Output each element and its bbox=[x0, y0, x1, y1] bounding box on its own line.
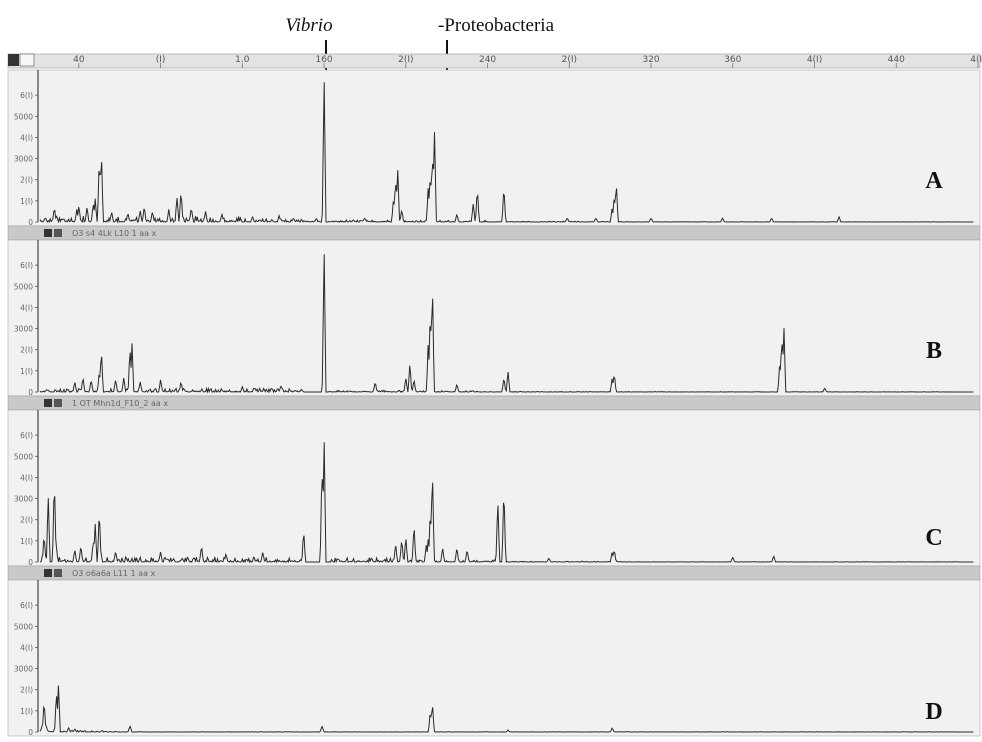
ruler-tick-label: 4(I) bbox=[970, 55, 982, 65]
y-tick-label: 5000 bbox=[14, 112, 33, 121]
panel-label-c: C bbox=[925, 525, 942, 551]
trace-line bbox=[39, 685, 974, 733]
separator-button[interactable] bbox=[44, 229, 52, 237]
separator-button[interactable] bbox=[44, 399, 52, 407]
separator-label: O3 o6a6a L11 1 aa x bbox=[72, 569, 156, 578]
ruler-bar: 40 (I) 1.0 160 2(I) 240 2(I) 320 360 4(I) 440 4(I) bbox=[7, 53, 982, 69]
separator-button[interactable] bbox=[54, 229, 62, 237]
y-tick-label: 1(I) bbox=[20, 367, 33, 376]
panel-separator: 1 OT Mhn1d_F10_2 aa x bbox=[7, 395, 981, 411]
y-tick-label: 4(I) bbox=[20, 133, 33, 142]
panel-d: 6(I) 5000 4(I) 3000 2(I) 1(I) 0 bbox=[7, 579, 981, 737]
y-tick-label: 3000 bbox=[14, 325, 33, 334]
annotation-group: Vibrio -Proteobacteria bbox=[285, 15, 555, 100]
y-tick-label: 1(I) bbox=[20, 707, 33, 716]
y-tick-label: 4(I) bbox=[20, 473, 33, 482]
panel-background bbox=[7, 409, 981, 567]
separator-label: O3 s4 4Lk L10 1 aa x bbox=[72, 229, 157, 238]
ruler-tick-label: 320 bbox=[642, 55, 659, 65]
y-tick-label: 5000 bbox=[14, 622, 33, 631]
y-tick-label: 3000 bbox=[14, 495, 33, 504]
ruler-tick-label: 1.0 bbox=[235, 55, 250, 65]
ruler-tick-label: 360 bbox=[724, 55, 741, 65]
panel-background bbox=[7, 579, 981, 737]
y-tick-label: 2(I) bbox=[20, 516, 33, 525]
y-tick-label: 4(I) bbox=[20, 303, 33, 312]
ruler-tick-label: 440 bbox=[888, 55, 905, 65]
trace-line bbox=[39, 254, 974, 394]
y-tick-label: 6(I) bbox=[20, 91, 33, 100]
ruler-tick-label: 2(I) bbox=[562, 55, 577, 65]
y-tick-label: 4(I) bbox=[20, 643, 33, 652]
panel-separator: O3 s4 4Lk L10 1 aa x bbox=[7, 225, 981, 241]
ruler-tick-label: 4(I) bbox=[807, 55, 822, 65]
panel-label-b: B bbox=[926, 338, 942, 364]
ruler-select-button[interactable] bbox=[19, 53, 35, 67]
y-tick-label: 6(I) bbox=[20, 601, 33, 610]
y-tick-label: 2(I) bbox=[20, 346, 33, 355]
y-tick-label: 3000 bbox=[14, 155, 33, 164]
panel-background bbox=[7, 69, 981, 227]
panel-separator: O3 o6a6a L11 1 aa x bbox=[7, 565, 981, 581]
y-tick-label: 1(I) bbox=[20, 197, 33, 206]
panel-background bbox=[7, 239, 981, 397]
trace-line bbox=[39, 82, 974, 224]
y-tick-label: 0 bbox=[28, 388, 33, 397]
separator-label: 1 OT Mhn1d_F10_2 aa x bbox=[72, 399, 168, 408]
separator-button[interactable] bbox=[54, 569, 62, 577]
y-tick-label: 3000 bbox=[14, 665, 33, 674]
y-tick-label: 6(I) bbox=[20, 261, 33, 270]
panel-a: 6(I) 5000 4(I) 3000 2(I) 1(I) 0 O3 s4 4Lk L10 1… bbox=[7, 69, 981, 241]
y-tick-label: 2(I) bbox=[20, 176, 33, 185]
y-tick-label: 5000 bbox=[14, 452, 33, 461]
panel-c: 6(I) 5000 4(I) 3000 2(I) 1(I) 0 O3 o6a6a L11 1 … bbox=[7, 409, 981, 581]
separator-button[interactable] bbox=[44, 569, 52, 577]
panel-label-a: A bbox=[925, 168, 943, 194]
ruler-tick-label: 40 bbox=[73, 55, 85, 65]
trace-line bbox=[39, 442, 974, 564]
ruler-tick-label: 2(I) bbox=[398, 55, 413, 65]
ruler-tick-label: (I) bbox=[156, 55, 166, 65]
y-tick-label: 0 bbox=[28, 558, 33, 567]
ruler-tick-label: 240 bbox=[479, 55, 496, 65]
separator-button[interactable] bbox=[54, 399, 62, 407]
y-tick-label: 0 bbox=[28, 218, 33, 227]
y-tick-label: 1(I) bbox=[20, 537, 33, 546]
annotation-vibrio: Vibrio bbox=[285, 15, 332, 36]
annotation-proteobacteria: -Proteobacteria bbox=[438, 15, 555, 36]
y-tick-label: 6(I) bbox=[20, 431, 33, 440]
y-tick-label: 2(I) bbox=[20, 686, 33, 695]
ruler-zoom-button[interactable] bbox=[8, 54, 19, 66]
y-tick-label: 5000 bbox=[14, 282, 33, 291]
panel-letters: A B C D bbox=[925, 168, 943, 725]
panel-b: 6(I) 5000 4(I) 3000 2(I) 1(I) 0 1 OT Mhn1d_F10_… bbox=[7, 239, 981, 411]
ruler-tick-label: 160 bbox=[315, 55, 332, 65]
panel-label-d: D bbox=[925, 699, 942, 725]
y-tick-label: 0 bbox=[28, 728, 33, 737]
